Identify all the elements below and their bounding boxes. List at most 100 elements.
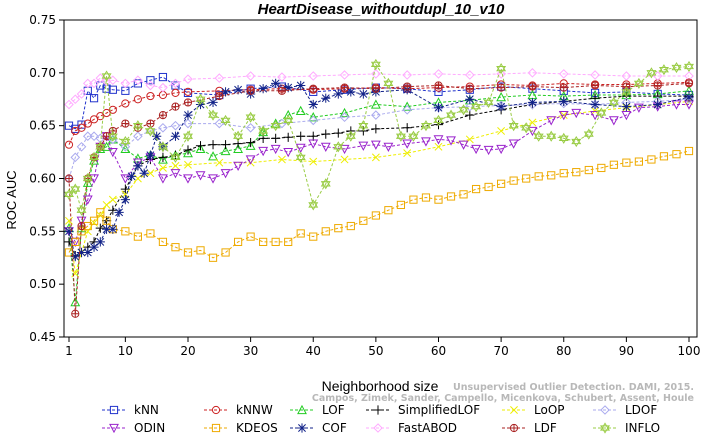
watermark-line-1: Unsupervised Outlier Detection. DAMI, 20…	[453, 382, 694, 393]
y-axis-label: ROC AUC	[4, 170, 19, 229]
data-point-ldf	[403, 82, 412, 91]
data-point-odin	[308, 139, 319, 149]
data-point-knnw	[108, 105, 117, 114]
data-point-kdeos	[284, 237, 293, 247]
data-point-kdeos	[522, 174, 531, 183]
data-point-cof	[152, 131, 162, 141]
data-point-cof	[433, 103, 444, 113]
data-point-kdeos	[96, 208, 105, 217]
series-line-odin	[68, 104, 689, 244]
series-simplifiedlof	[64, 91, 694, 261]
data-point-knn	[133, 79, 142, 88]
data-point-fastabod	[527, 68, 538, 78]
series-loop	[65, 97, 693, 278]
data-point-knnw	[171, 88, 180, 98]
legend-label: INFLO	[625, 421, 660, 434]
series-line-ldof	[68, 98, 690, 179]
data-point-knn	[71, 124, 80, 133]
data-point-ldf	[340, 83, 349, 92]
data-point-lof	[183, 147, 193, 158]
data-point-kdeos	[246, 232, 255, 241]
data-point-lof	[496, 91, 507, 102]
data-point-ldf	[528, 82, 537, 91]
data-point-cof	[145, 150, 156, 160]
data-point-kdeos	[572, 168, 581, 177]
legend-marker-lof	[297, 404, 307, 415]
data-point-odin	[107, 147, 118, 158]
data-point-inflo	[621, 86, 632, 98]
data-point-fastabod	[170, 78, 181, 89]
data-point-kdeos	[309, 232, 318, 241]
data-point-ldf	[590, 81, 600, 90]
data-point-simplifiedlof	[158, 152, 168, 162]
data-point-loop	[277, 155, 286, 164]
legend-label: LOF	[322, 403, 345, 417]
data-point-loop	[497, 126, 506, 135]
data-point-inflo	[433, 114, 444, 126]
series-line-loop	[68, 100, 690, 274]
legend-marker-ldof	[600, 405, 610, 415]
data-point-inflo	[233, 130, 244, 142]
data-point-odin	[82, 195, 93, 205]
data-point-loop	[215, 158, 224, 167]
y-tick-label: 0.70	[29, 66, 56, 80]
data-point-knn	[158, 72, 168, 82]
data-point-simplifiedlof	[371, 124, 381, 134]
legend-item-inflo: INFLO	[593, 421, 660, 434]
data-point-loop	[146, 169, 155, 178]
data-point-inflo	[101, 70, 112, 82]
data-point-odin	[671, 100, 682, 110]
legend-item-odin: ODIN	[102, 421, 165, 434]
data-point-ldf	[497, 83, 506, 92]
legend-item-knnw: kNNW	[204, 403, 273, 417]
data-point-kdeos	[659, 152, 669, 161]
axes-layer: 1 10 20 30 40 50 60 70 80 90 100 0.45 0.50 0.55 0.60 0.…	[29, 13, 700, 358]
data-point-inflo	[684, 60, 694, 73]
data-point-odin	[471, 144, 482, 155]
data-point-kdeos	[346, 221, 355, 231]
data-point-kdeos	[121, 227, 130, 236]
legend-marker-knn	[109, 405, 119, 415]
data-point-inflo	[408, 130, 419, 142]
data-point-fastabod	[64, 99, 74, 110]
legend-label: LoOP	[534, 403, 565, 417]
data-point-kdeos	[133, 232, 142, 241]
data-point-cof	[220, 87, 231, 97]
data-point-ldf	[215, 91, 224, 101]
data-point-knn	[146, 76, 155, 85]
legend-label: kNNW	[236, 403, 273, 417]
data-point-simplifiedlof	[108, 205, 118, 215]
legend-label: KDEOS	[236, 421, 278, 434]
x-tick-label: 30	[243, 344, 258, 358]
data-point-cof	[101, 224, 112, 234]
data-point-fastabod	[183, 74, 193, 84]
data-point-odin	[258, 146, 269, 157]
data-point-loop	[102, 200, 111, 209]
legend-marker-simplifiedlof	[373, 405, 383, 415]
data-point-lof	[245, 140, 256, 150]
data-point-ldof	[82, 131, 93, 142]
data-point-cof	[83, 247, 93, 258]
y-tick-label: 0.60	[29, 172, 56, 186]
data-point-fastabod	[308, 71, 319, 81]
series-fastabod	[64, 68, 694, 110]
data-point-kdeos	[684, 146, 694, 156]
data-point-cof	[496, 102, 506, 112]
data-point-kdeos	[446, 192, 456, 201]
data-point-inflo	[245, 111, 256, 123]
x-tick-label: 1	[65, 344, 73, 358]
data-point-odin	[183, 174, 193, 184]
data-point-inflo	[345, 130, 356, 142]
data-point-knn	[89, 94, 99, 103]
data-point-simplifiedlof	[195, 141, 206, 151]
legend-item-knn: kNN	[102, 403, 159, 417]
data-point-loop	[340, 155, 349, 164]
data-point-cof	[283, 83, 293, 93]
legend-item-ldf: LDF	[502, 421, 557, 434]
data-point-odin	[120, 174, 131, 184]
data-point-odin	[220, 169, 231, 179]
data-point-kdeos	[672, 150, 681, 159]
data-point-kdeos	[634, 157, 643, 166]
data-point-odin	[383, 142, 394, 152]
data-point-cof	[70, 252, 80, 262]
